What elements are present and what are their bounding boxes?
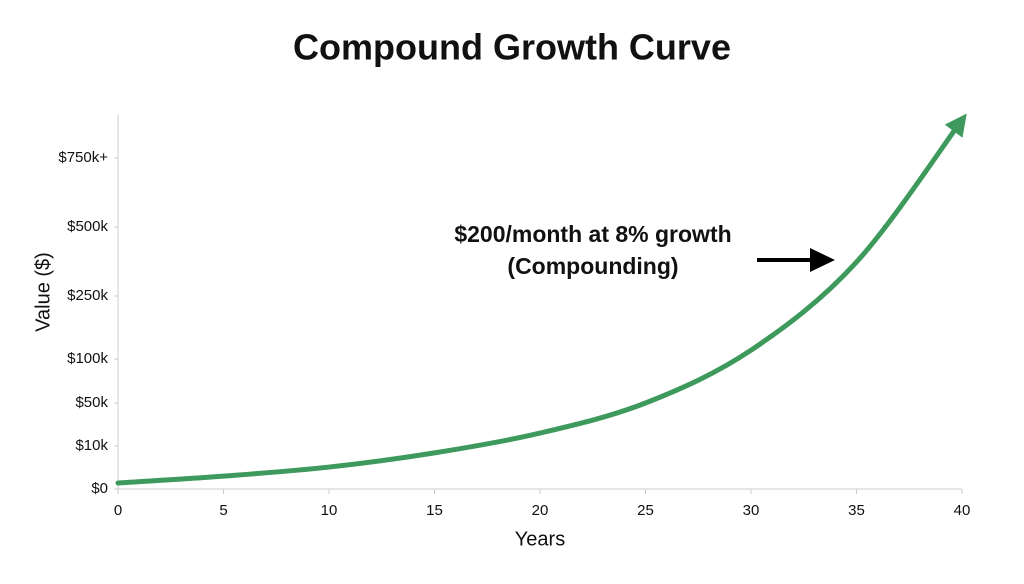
y-tick-label: $500k	[67, 218, 108, 235]
x-tick-label: 5	[219, 502, 227, 519]
x-tick-label: 40	[954, 502, 971, 519]
chart-title: Compound Growth Curve	[293, 27, 731, 68]
y-tick-label: $0	[91, 480, 108, 497]
annotation-arrow-head	[810, 248, 835, 272]
y-tick-label: $250k	[67, 287, 108, 304]
x-tick-label: 15	[426, 502, 443, 519]
x-tick-label: 30	[743, 502, 760, 519]
x-tick-label: 10	[321, 502, 338, 519]
x-tick-label: 0	[114, 502, 122, 519]
y-tick-label: $10k	[75, 437, 108, 454]
x-tick-label: 20	[532, 502, 549, 519]
x-tick-label: 25	[637, 502, 654, 519]
growth-line	[115, 117, 965, 486]
x-axis-label: Years	[515, 528, 565, 550]
annotation: $200/month at 8% growth	[454, 221, 731, 247]
x-tick-label: 35	[848, 502, 865, 519]
y-axis-label: Value ($)	[32, 252, 54, 332]
y-tick-label: $750k+	[58, 149, 108, 166]
y-tick-label: $50k	[75, 394, 108, 411]
y-tick-label: $100k	[67, 350, 108, 367]
annotation: (Compounding)	[507, 253, 678, 279]
line-arrow-head	[944, 113, 967, 138]
